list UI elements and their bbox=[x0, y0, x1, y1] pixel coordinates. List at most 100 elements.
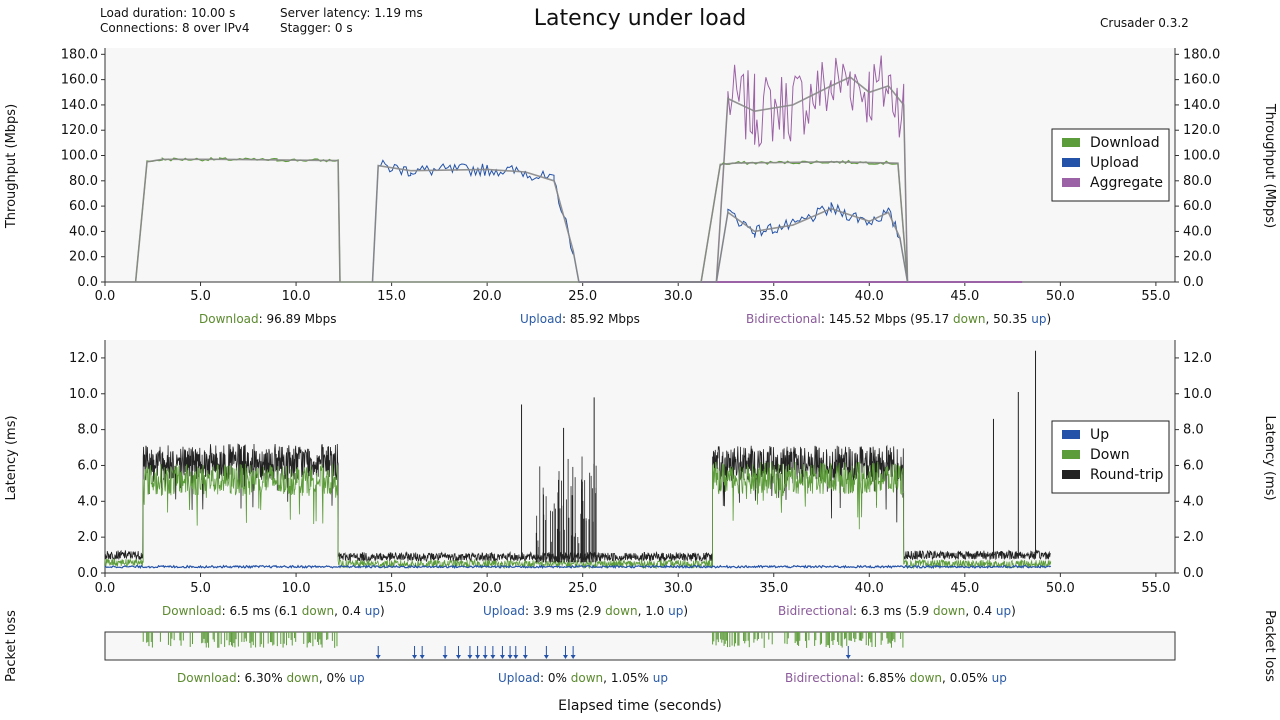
legend-label-up: Up bbox=[1090, 427, 1109, 443]
latency-y-tick-label: 2.0 bbox=[1183, 530, 1204, 545]
latency-y-tick-label: 12.0 bbox=[1183, 351, 1212, 366]
summary-value: 95.17 bbox=[914, 312, 950, 326]
throughput-y-tick-label: 20.0 bbox=[1183, 250, 1212, 265]
summary-value: 0% bbox=[547, 671, 567, 685]
throughput-y-tick-label: 140.0 bbox=[1183, 98, 1220, 113]
throughput-y-label-left: Throughput (Mbps) bbox=[4, 104, 19, 229]
up-loss-arrow bbox=[490, 655, 496, 659]
up-loss-arrow bbox=[467, 655, 473, 659]
legend-swatch-aggregate bbox=[1062, 178, 1080, 187]
throughput-x-tick-label: 30.0 bbox=[664, 289, 693, 304]
throughput-y-tick-label: 20.0 bbox=[69, 250, 98, 265]
summary-label-bidirectional: Bidirectional bbox=[785, 671, 860, 685]
summary-up-word: up bbox=[668, 604, 684, 618]
throughput-summary-download: Download: 96.89 Mbps bbox=[199, 312, 337, 326]
legend-label-download: Download bbox=[1090, 135, 1160, 151]
summary-up-word: up bbox=[364, 604, 380, 618]
throughput-y-tick-label: 80.0 bbox=[69, 174, 98, 189]
series-upload-average bbox=[371, 164, 909, 283]
legend-swatch-down bbox=[1062, 450, 1080, 459]
latency-x-tick-label: 20.0 bbox=[473, 581, 502, 596]
throughput-x-tick-label: 20.0 bbox=[473, 289, 502, 304]
throughput-x-tick-label: 0.0 bbox=[95, 289, 116, 304]
summary-down-word: down bbox=[932, 604, 966, 618]
packet-loss-label-right: Packet loss bbox=[1262, 610, 1277, 682]
summary-down-word: down bbox=[953, 312, 986, 326]
latency-x-tick-label: 40.0 bbox=[855, 581, 884, 596]
latency-y-tick-label: 12.0 bbox=[69, 351, 98, 366]
summary-value: 145.52 Mbps bbox=[828, 312, 907, 326]
throughput-y-tick-label: 160.0 bbox=[1183, 73, 1220, 88]
latency-x-tick-label: 5.0 bbox=[190, 581, 211, 596]
summary-value: 96.89 Mbps bbox=[266, 312, 337, 326]
throughput-x-tick-label: 5.0 bbox=[190, 289, 211, 304]
summary-value: 6.3 ms bbox=[860, 604, 902, 618]
throughput-summary-upload: Upload: 85.92 Mbps bbox=[520, 312, 640, 326]
legend-label-down: Down bbox=[1090, 447, 1130, 463]
up-loss-arrow bbox=[513, 655, 519, 659]
legend-swatch-up bbox=[1062, 430, 1080, 439]
latency-x-tick-label: 25.0 bbox=[568, 581, 597, 596]
latency-x-tick-label: 35.0 bbox=[759, 581, 788, 596]
summary-value: 6.1 bbox=[278, 604, 298, 618]
throughput-x-tick-label: 25.0 bbox=[568, 289, 597, 304]
latency-x-tick-label: 15.0 bbox=[377, 581, 406, 596]
up-loss-arrow bbox=[562, 655, 568, 659]
summary-up-word: up bbox=[991, 671, 1007, 685]
up-loss-arrow bbox=[507, 655, 513, 659]
throughput-x-tick-label: 45.0 bbox=[950, 289, 979, 304]
up-loss-arrow bbox=[499, 655, 505, 659]
legend-label-upload: Upload bbox=[1090, 155, 1139, 171]
up-loss-arrow bbox=[455, 655, 461, 659]
up-loss-arrow bbox=[570, 655, 576, 659]
summary-label-upload: Upload bbox=[483, 604, 526, 618]
throughput-y-tick-label: 0.0 bbox=[1183, 275, 1204, 290]
latency-y-label-right: Latency (ms) bbox=[1262, 415, 1277, 500]
latency-y-tick-label: 4.0 bbox=[1183, 494, 1204, 509]
throughput-plot-area bbox=[105, 48, 1175, 282]
summary-value: 6.30% bbox=[244, 671, 283, 685]
up-loss-arrow bbox=[412, 655, 418, 659]
summary-down-word: down bbox=[909, 671, 943, 685]
summary-value: 0.4 bbox=[973, 604, 993, 618]
latency-y-label-left: Latency (ms) bbox=[4, 415, 19, 500]
latency-y-tick-label: 10.0 bbox=[69, 387, 98, 402]
summary-up-word: up bbox=[349, 671, 365, 685]
latency-y-tick-label: 8.0 bbox=[1183, 423, 1204, 438]
summary-value: 2.9 bbox=[582, 604, 602, 618]
loss-summary-bidirectional: Bidirectional: 6.85% down, 0.05% up bbox=[785, 671, 1007, 685]
summary-down-word: down bbox=[605, 604, 638, 618]
latency-y-tick-label: 0.0 bbox=[77, 566, 98, 581]
latency-x-tick-label: 45.0 bbox=[950, 581, 979, 596]
throughput-y-tick-label: 140.0 bbox=[61, 98, 98, 113]
server-latency: Server latency: 1.19 ms bbox=[280, 6, 423, 20]
latency-y-tick-label: 10.0 bbox=[1183, 387, 1212, 402]
summary-down-word: down bbox=[570, 671, 604, 685]
packet-loss-plot-area bbox=[104, 631, 1176, 661]
summary-value: 0.4 bbox=[341, 604, 361, 618]
throughput-x-tick-label: 10.0 bbox=[282, 289, 311, 304]
legend-swatch-upload bbox=[1062, 158, 1080, 167]
load-duration: Load duration: 10.00 s bbox=[100, 6, 236, 20]
up-loss-arrow bbox=[543, 655, 549, 659]
throughput-y-tick-label: 180.0 bbox=[61, 47, 98, 62]
throughput-y-tick-label: 100.0 bbox=[1183, 149, 1220, 164]
throughput-y-label-right: Throughput (Mbps) bbox=[1262, 103, 1277, 228]
summary-value: 50.35 bbox=[993, 312, 1028, 326]
series-aggregate-average bbox=[715, 76, 909, 283]
latency-y-tick-label: 0.0 bbox=[1183, 566, 1204, 581]
throughput-y-tick-label: 40.0 bbox=[69, 224, 98, 239]
summary-value: 1.05% bbox=[610, 671, 649, 685]
summary-up-word: up bbox=[652, 671, 668, 685]
throughput-summary-bidirectional: Bidirectional: 145.52 Mbps (95.17 down, … bbox=[746, 312, 1052, 326]
version-label: Crusader 0.3.2 bbox=[1100, 16, 1189, 30]
summary-label-upload: Upload bbox=[520, 312, 563, 326]
latency-x-tick-label: 50.0 bbox=[1046, 581, 1075, 596]
legend-swatch-download bbox=[1062, 138, 1080, 147]
up-loss-arrow bbox=[522, 655, 528, 659]
summary-label-download: Download bbox=[199, 312, 259, 326]
summary-down-word: down bbox=[301, 604, 335, 618]
up-loss-arrow bbox=[475, 655, 481, 659]
throughput-y-tick-label: 60.0 bbox=[69, 199, 98, 214]
summary-value: 5.9 bbox=[910, 604, 930, 618]
